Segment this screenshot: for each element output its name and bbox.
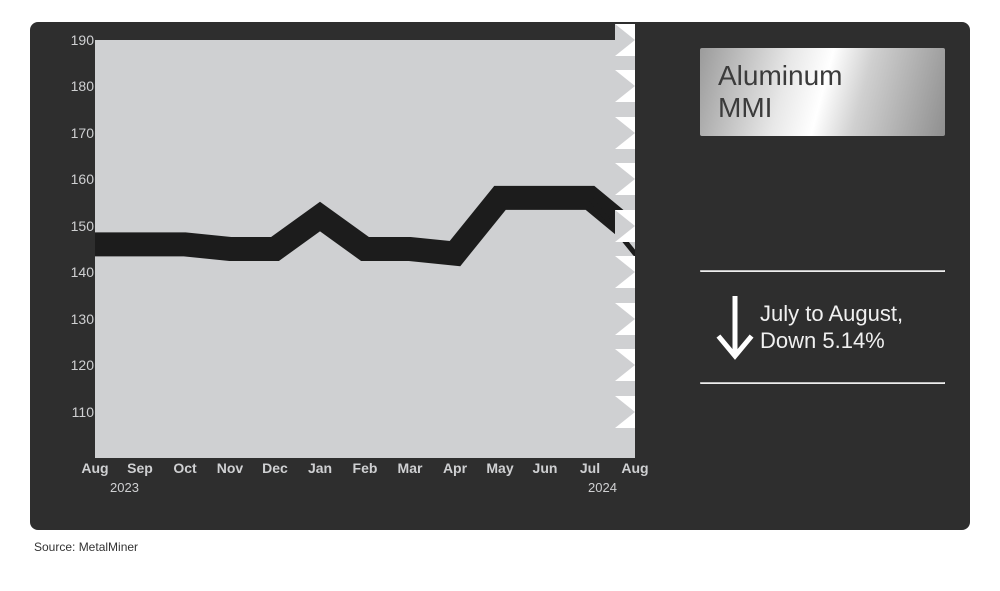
chart-title-line1: Aluminum — [718, 60, 842, 91]
y-grid-notch — [615, 396, 635, 428]
y-tick-label: 130 — [58, 312, 94, 326]
x-axis-labels: AugSepOctNovDecJanFebMarAprMayJunJulAug — [95, 460, 635, 480]
y-tick-label: 190 — [58, 33, 94, 47]
x-axis-year-left: 2023 — [110, 480, 139, 495]
chart-title-line2: MMI — [718, 92, 772, 123]
change-info-block: July to August, Down 5.14% — [700, 270, 945, 384]
y-grid-notch — [615, 163, 635, 195]
arrow-down-icon — [716, 292, 754, 362]
chart-svg — [95, 40, 635, 458]
change-text: July to August, Down 5.14% — [760, 300, 939, 355]
y-grid-notch — [615, 349, 635, 381]
y-tick-label: 160 — [58, 172, 94, 186]
x-tick-label: May — [486, 460, 513, 476]
y-tick-label: 180 — [58, 79, 94, 93]
y-grid-notch — [615, 117, 635, 149]
y-grid-notch — [615, 70, 635, 102]
x-tick-label: Feb — [353, 460, 378, 476]
x-tick-label: Aug — [621, 460, 648, 476]
y-grid-notch — [615, 303, 635, 335]
chart-plot-area — [95, 40, 635, 458]
y-tick-label: 170 — [58, 126, 94, 140]
x-tick-label: Dec — [262, 460, 288, 476]
divider-bottom — [700, 382, 945, 384]
y-tick-label: 150 — [58, 219, 94, 233]
x-tick-label: Mar — [398, 460, 423, 476]
x-tick-label: Aug — [81, 460, 108, 476]
x-tick-label: Jun — [533, 460, 558, 476]
y-grid-notch — [615, 24, 635, 56]
x-tick-label: Jul — [580, 460, 600, 476]
chart-title: Aluminum MMI — [718, 60, 842, 124]
x-tick-label: Nov — [217, 460, 243, 476]
x-tick-label: Oct — [173, 460, 196, 476]
series-line — [95, 198, 635, 254]
x-tick-label: Jan — [308, 460, 332, 476]
y-tick-label: 110 — [58, 405, 94, 419]
x-tick-label: Apr — [443, 460, 467, 476]
source-footnote: Source: MetalMiner — [34, 540, 138, 554]
y-grid-notch — [615, 256, 635, 288]
x-axis-year-right: 2024 — [588, 480, 617, 495]
y-grid-notch — [615, 210, 635, 242]
y-tick-label: 140 — [58, 265, 94, 279]
y-tick-label: 120 — [58, 358, 94, 372]
change-arrow — [710, 292, 760, 362]
x-tick-label: Sep — [127, 460, 153, 476]
chart-title-box: Aluminum MMI — [700, 48, 945, 136]
